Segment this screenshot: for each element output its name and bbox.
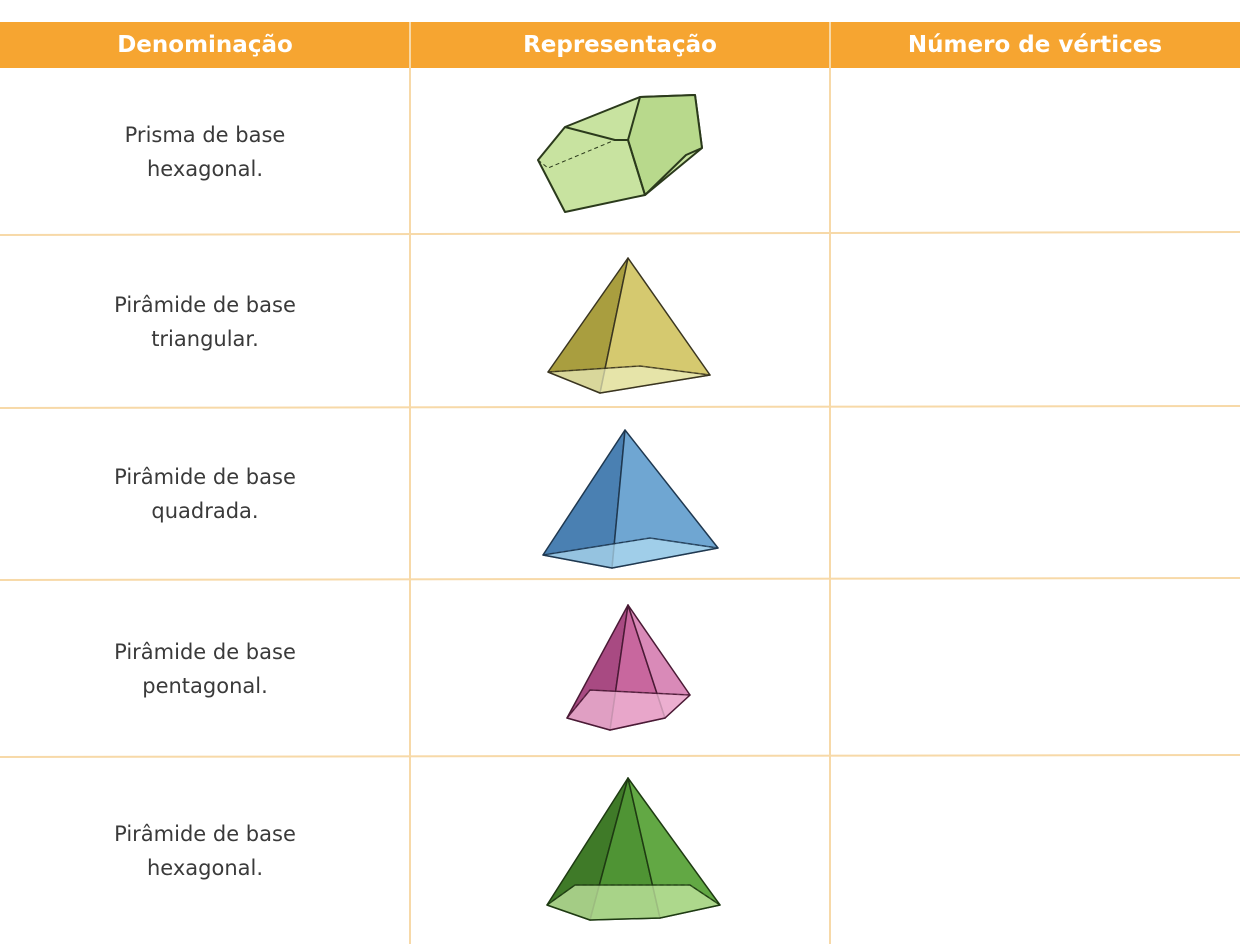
prism-edge <box>564 126 646 196</box>
row-line <box>0 231 1240 236</box>
pentagonal-pyramid <box>566 604 691 731</box>
hexagonal-pyramid <box>546 777 721 921</box>
header-band <box>0 22 1240 68</box>
name-cell: Pirâmide de base hexagonal. <box>114 821 296 880</box>
name-cell: Pirâmide de base pentagonal. <box>114 639 296 698</box>
name-cell: Prisma de base hexagonal. <box>124 122 286 181</box>
hexagonal-prism <box>537 94 703 213</box>
square-pyramid <box>542 429 719 569</box>
header-cell: Representação <box>523 32 717 58</box>
row-line <box>0 577 1240 581</box>
pyramid-hidden <box>546 884 721 906</box>
header-cell: Denominação <box>117 32 293 58</box>
pyramid-hidden <box>547 365 711 376</box>
pyramid-base <box>546 884 721 921</box>
pyramid-hidden <box>566 689 691 719</box>
pyramid-hidden <box>542 537 719 556</box>
name-cell: Pirâmide de base quadrada. <box>114 465 296 523</box>
header-cell: Número de vértices <box>907 32 1163 58</box>
triangular-pyramid <box>547 257 711 394</box>
row-line <box>0 754 1240 758</box>
name-cell: Pirâmide de base triangular. <box>114 292 296 351</box>
row-line <box>0 405 1240 409</box>
grid <box>0 22 1240 944</box>
